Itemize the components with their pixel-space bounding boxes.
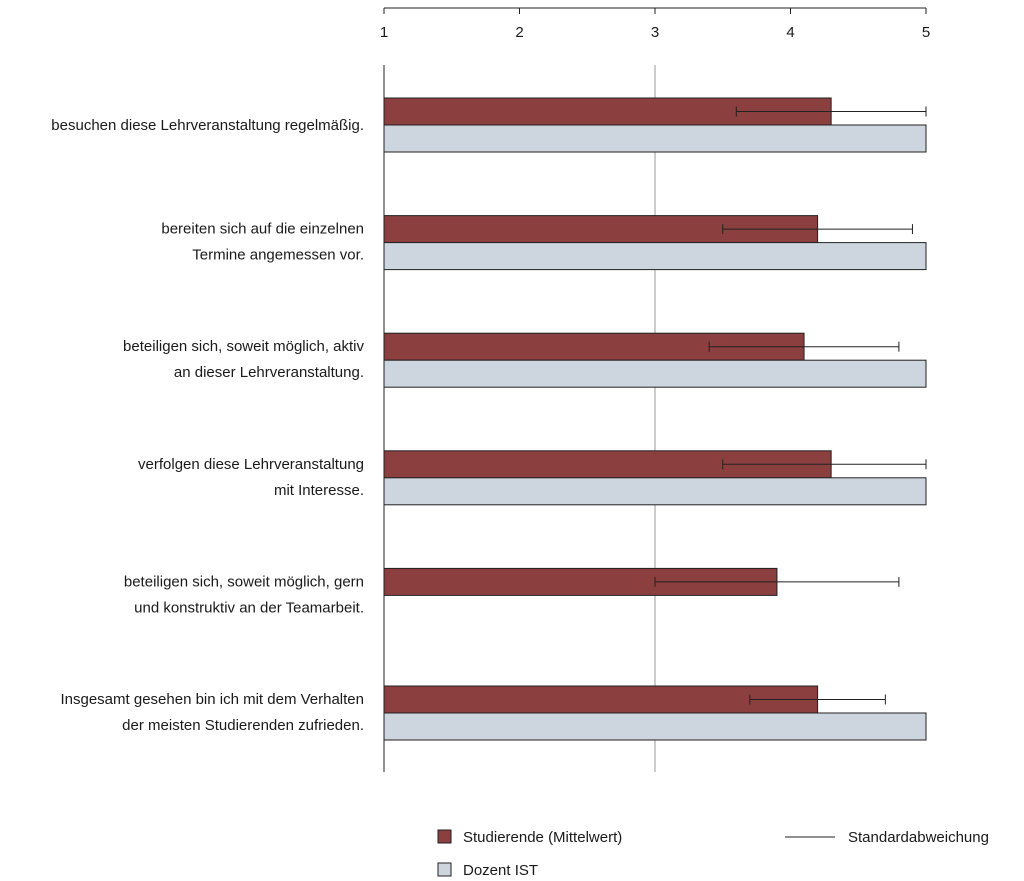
grid	[383, 65, 656, 772]
category-label: Termine angemessen vor.	[192, 247, 364, 264]
legend-label-studierende: Studierende (Mittelwert)	[463, 829, 622, 846]
x-tick-label: 5	[922, 24, 930, 41]
category-label: mit Interesse.	[274, 482, 364, 499]
legend-label-dozent: Dozent IST	[463, 862, 538, 879]
x-tick-label: 2	[515, 24, 523, 41]
category-label: beteiligen sich, soweit möglich, gern	[124, 573, 364, 590]
legend-label-standardabweichung: Standardabweichung	[848, 829, 989, 846]
category-label: der meisten Studierenden zufrieden.	[122, 717, 364, 734]
legend-swatch-dozent	[437, 862, 452, 877]
category-label: beteiligen sich, soweit möglich, aktiv	[123, 338, 364, 355]
bar-dozent	[383, 477, 927, 506]
bar-dozent	[383, 712, 927, 741]
category-label: verfolgen diese Lehrveranstaltung	[138, 456, 364, 473]
legend: Studierende (Mittelwert) Dozent IST Standa…	[437, 829, 989, 879]
bar-studierende	[383, 685, 819, 714]
bar-dozent	[383, 124, 927, 153]
legend-swatch-studierende	[437, 829, 452, 844]
category-label: an dieser Lehrveranstaltung.	[174, 364, 364, 381]
bar-dozent	[383, 242, 927, 271]
category-labels: besuchen diese Lehrveranstaltung regelmä…	[51, 117, 364, 734]
x-tick-label: 1	[380, 24, 388, 41]
category-label: besuchen diese Lehrveranstaltung regelmä…	[51, 117, 364, 134]
bar-dozent	[383, 359, 927, 388]
bars	[383, 97, 927, 741]
x-axis: 1 2 3 4 5	[380, 7, 930, 41]
category-label: und konstruktiv an der Teamarbeit.	[134, 599, 364, 616]
category-label: Insgesamt gesehen bin ich mit dem Verhal…	[60, 691, 364, 708]
category-label: bereiten sich auf die einzelnen	[161, 221, 364, 238]
x-tick-label: 4	[786, 24, 794, 41]
x-tick-label: 3	[651, 24, 659, 41]
